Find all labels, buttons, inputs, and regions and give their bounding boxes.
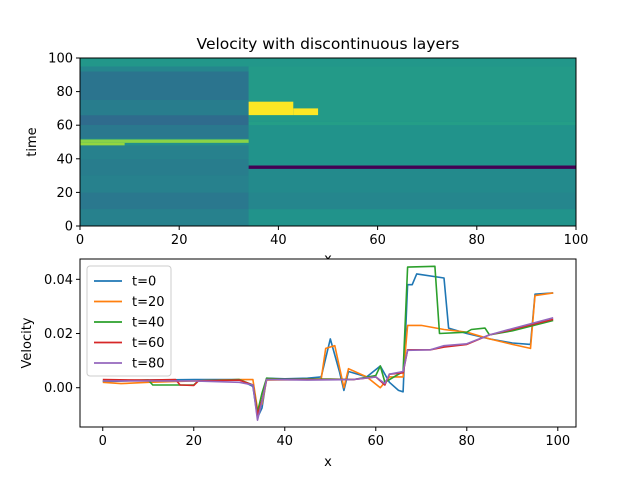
heatmap-region — [80, 100, 249, 116]
legend-label: t=0 — [132, 275, 156, 290]
heatmap-region — [80, 142, 125, 146]
series-line-t-20 — [102, 292, 554, 411]
heatmap-x-tick-label: 100 — [564, 233, 589, 248]
heatmap-region — [80, 71, 249, 100]
heatmap-y-tick-label: 40 — [56, 152, 73, 167]
heatmap-x-tick-label: 40 — [270, 233, 287, 248]
line-plot-y-tick-label: 0.04 — [44, 273, 73, 288]
line-plot-y-axis-label: Velocity — [20, 317, 35, 368]
heatmap-y-tick-label: 0 — [65, 220, 73, 235]
heatmap-x-ticks: 0 20 40 60 80 100 — [76, 226, 589, 248]
line-plot-x-tick-label: 60 — [368, 434, 385, 449]
heatmap-region — [248, 125, 576, 166]
line-plot-x-tick-label: 40 — [276, 434, 293, 449]
heatmap-x-tick-label: 20 — [171, 233, 188, 248]
heatmap-region — [80, 175, 249, 193]
legend-label: t=40 — [132, 316, 165, 331]
heatmap-region — [248, 121, 576, 126]
heatmap-frame — [79, 57, 577, 227]
line-plot-y-tick-label: 0.00 — [44, 381, 73, 396]
legend-label: t=80 — [132, 357, 165, 372]
line-plot-series — [102, 265, 554, 421]
line-plot-y-tick-label: 0.02 — [44, 327, 73, 342]
line-plot-x-tick-label: 20 — [185, 434, 202, 449]
heatmap-x-tick-label: 0 — [76, 233, 84, 248]
heatmap-y-ticks: 0 20 40 60 80 100 — [48, 52, 80, 235]
heatmap-region — [248, 165, 576, 169]
heatmap-y-tick-label: 60 — [56, 119, 73, 134]
line-plot-x-axis-label: x — [324, 455, 332, 470]
heatmap-y-tick-label: 100 — [48, 52, 73, 67]
heatmap-region — [80, 58, 576, 67]
heatmap-region — [80, 209, 249, 226]
heatmap-y-tick-label: 20 — [56, 186, 73, 201]
line-plot-x-tick-label: 0 — [99, 434, 107, 449]
legend-label: t=60 — [132, 336, 165, 351]
heatmap-region — [80, 139, 249, 143]
heatmap-region — [80, 145, 249, 159]
line-plot-y-ticks: 0.00 0.02 0.04 — [44, 273, 80, 396]
heatmap-region — [248, 192, 576, 210]
heatmap-region — [80, 115, 249, 126]
heatmap-region — [248, 101, 294, 116]
heatmap-cells — [80, 58, 576, 226]
line-plot-x-tick-label: 80 — [459, 434, 476, 449]
heatmap-region — [80, 66, 249, 72]
heatmap-title: Velocity with discontinuous layers — [197, 35, 460, 53]
heatmap-region — [248, 209, 576, 226]
line-plot-frame — [79, 258, 577, 428]
heatmap-x-tick-label: 60 — [369, 233, 386, 248]
series-line-t-80 — [102, 317, 554, 421]
heatmap-y-tick-label: 80 — [56, 85, 73, 100]
heatmap-region — [80, 192, 249, 210]
heatmap-region — [293, 108, 319, 116]
legend-label: t=20 — [132, 295, 165, 310]
legend: t=0 t=20 t=40 t=60 t=80 — [86, 265, 172, 377]
line-plot-x-tick-label: 100 — [545, 434, 570, 449]
heatmap-region — [80, 158, 249, 176]
line-plot-x-ticks: 0 20 40 60 80 100 — [99, 427, 570, 449]
heatmap-region — [80, 125, 249, 139]
heatmap-region — [248, 168, 576, 193]
heatmap-y-axis-label: time — [25, 127, 40, 156]
legend-box — [86, 265, 172, 377]
heatmap-x-tick-label: 80 — [469, 233, 486, 248]
